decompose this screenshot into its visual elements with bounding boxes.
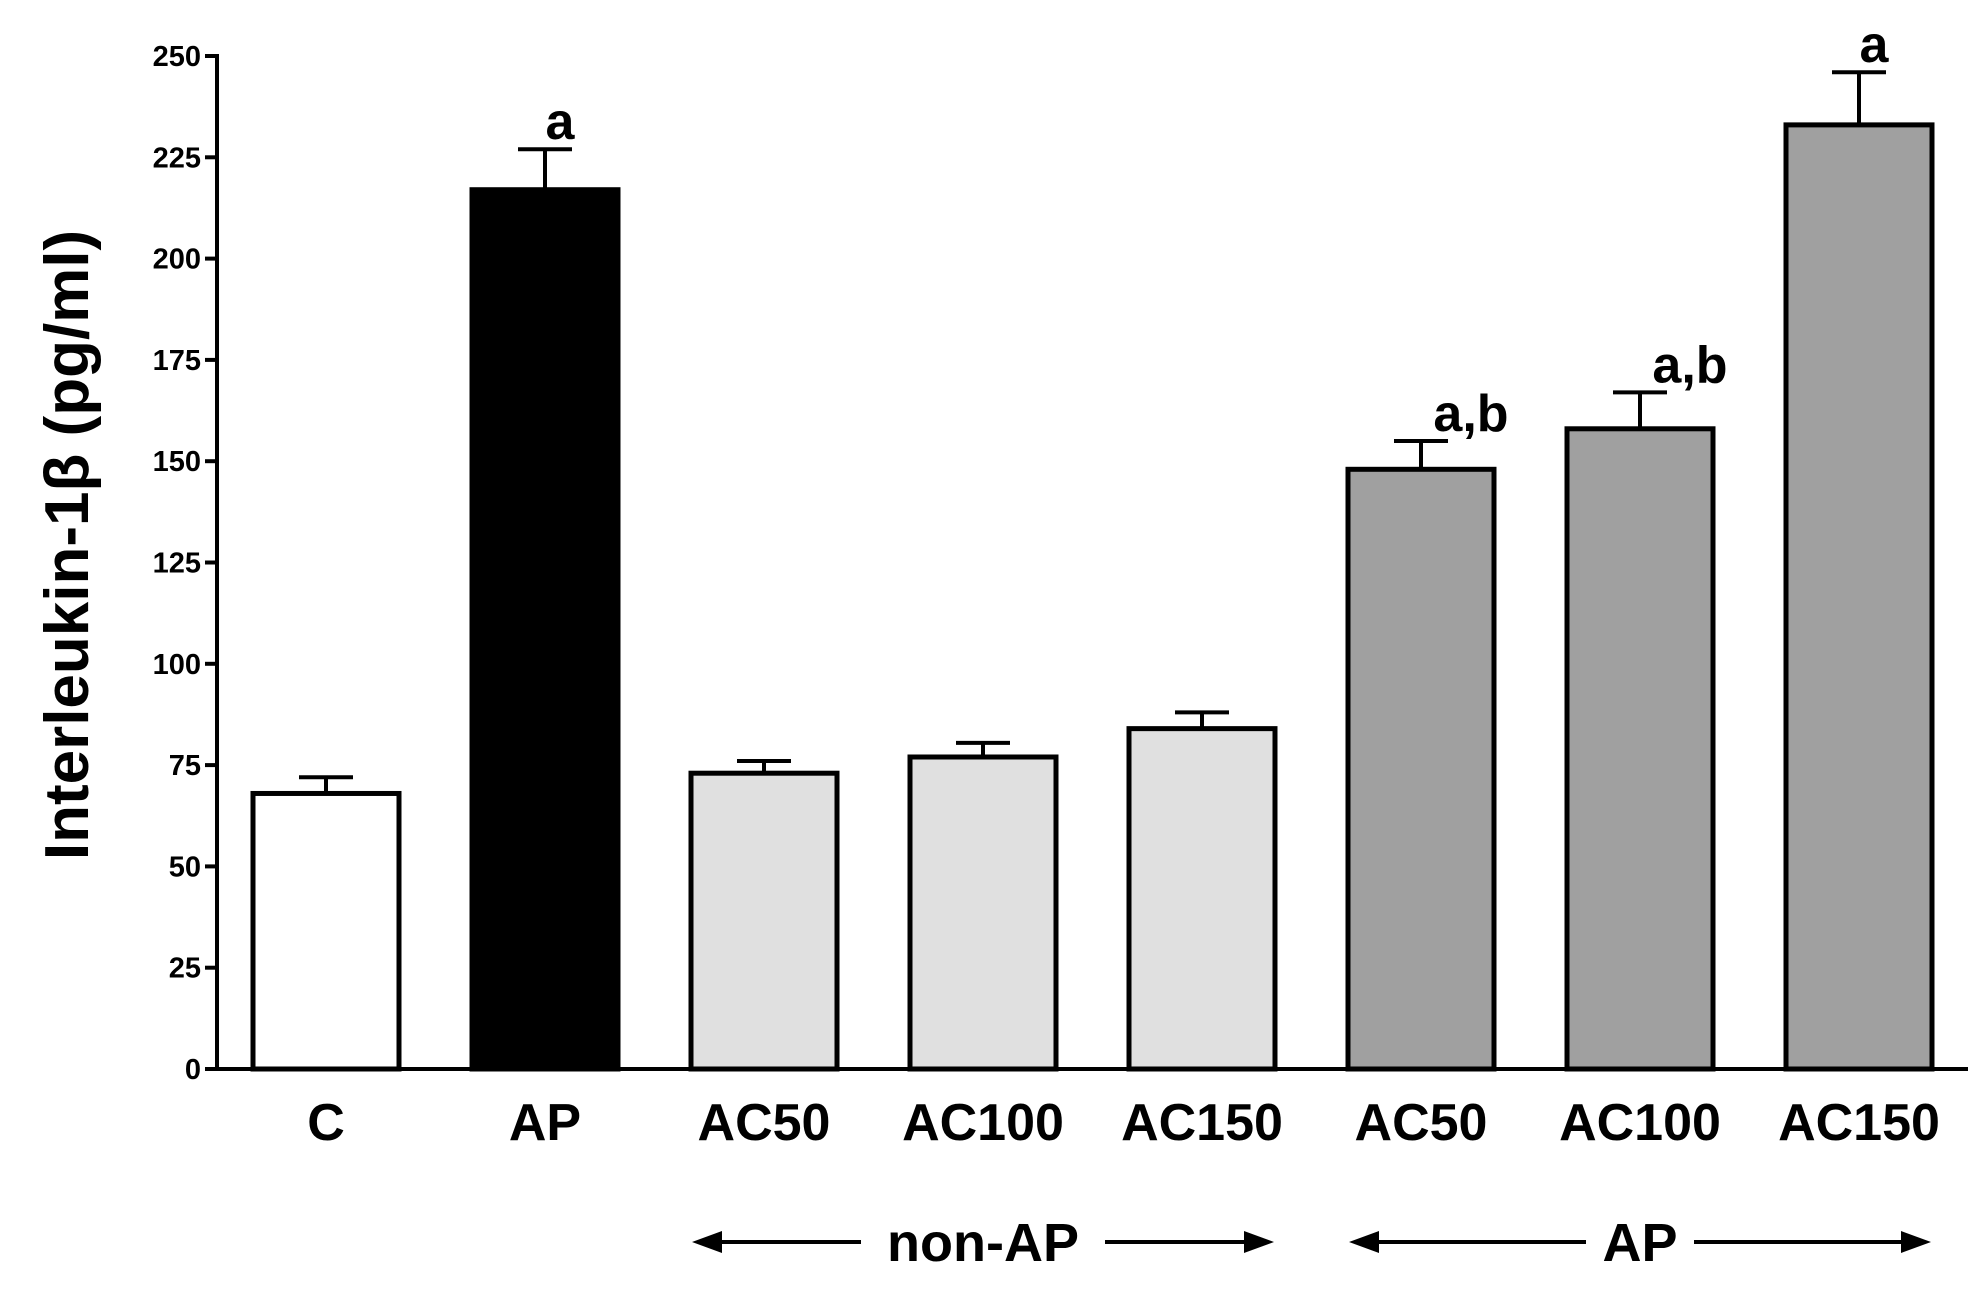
arrow-left-head — [692, 1231, 722, 1253]
y-axis-title: Interleukin-1β (pg/ml) — [33, 230, 102, 860]
y-tick-label: 50 — [169, 851, 201, 883]
group-label: AP — [1602, 1213, 1677, 1273]
y-tick-label: 100 — [153, 649, 201, 681]
group-bracket: AP — [1349, 1213, 1931, 1273]
y-tick-label: 250 — [153, 41, 201, 73]
arrow-right-head — [1244, 1231, 1274, 1253]
arrow-left-head — [1349, 1231, 1379, 1253]
y-tick-label: 200 — [153, 244, 201, 276]
significance-label: a — [1860, 16, 1890, 74]
bar — [1345, 466, 1497, 1072]
arrow-right-head — [1901, 1231, 1931, 1253]
bar — [469, 187, 621, 1072]
bar-group — [688, 759, 840, 1072]
bar — [1783, 122, 1935, 1072]
x-category-label: AC100 — [1559, 1094, 1721, 1152]
y-tick-label: 175 — [153, 345, 201, 377]
x-category-label: AC100 — [902, 1094, 1064, 1152]
bar-group: a,b — [1564, 336, 1728, 1072]
x-axis: C AP AC50 AC100 AC150 AC50 AC100 AC150 — [205, 1067, 1968, 1152]
y-tick-label: 0 — [185, 1054, 201, 1086]
bar — [688, 770, 840, 1072]
y-tick-label: 25 — [169, 953, 201, 985]
x-category-label: AC50 — [1355, 1094, 1488, 1152]
bar-group — [907, 740, 1059, 1072]
group-label: non-AP — [887, 1213, 1079, 1273]
significance-label: a,b — [1433, 385, 1508, 443]
y-tick-label: 75 — [169, 750, 201, 782]
bar — [250, 790, 402, 1072]
significance-label: a,b — [1652, 336, 1727, 394]
significance-label: a — [546, 93, 576, 151]
bar — [907, 754, 1059, 1072]
group-bracket: non-AP — [692, 1213, 1274, 1273]
bar-group — [1126, 710, 1278, 1072]
bar-group: a — [469, 93, 621, 1072]
x-category-label: AC150 — [1121, 1094, 1283, 1152]
bar — [1564, 426, 1716, 1072]
y-tick-label: 150 — [153, 446, 201, 478]
bar — [1126, 726, 1278, 1072]
bar-group — [250, 775, 402, 1072]
bar-group: a — [1783, 16, 1935, 1072]
y-tick-label: 225 — [153, 142, 201, 174]
bar-group: a,b — [1345, 385, 1509, 1072]
x-category-label: C — [307, 1094, 345, 1152]
x-category-label: AP — [509, 1094, 581, 1152]
y-tick-label: 125 — [153, 548, 201, 580]
y-axis: 0 25 50 75 100 125 150 175 200 225 250 — [153, 41, 219, 1086]
x-category-label: AC50 — [698, 1094, 831, 1152]
x-category-label: AC150 — [1778, 1094, 1940, 1152]
group-brackets: non-AP AP — [692, 1213, 1931, 1273]
bars: a a,b a,b a — [250, 16, 1935, 1072]
